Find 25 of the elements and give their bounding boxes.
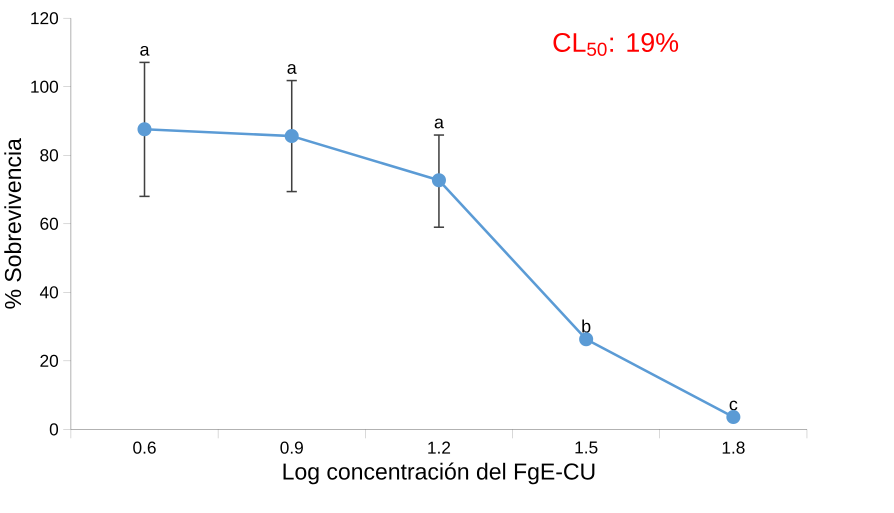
point: [137, 122, 152, 136]
y-tick-label: 0: [50, 423, 58, 436]
annotation: a: [288, 64, 297, 74]
annotation: b: [582, 320, 590, 333]
point: [284, 129, 299, 144]
y-tick-label: 20: [40, 354, 58, 368]
annotation: a: [140, 46, 150, 56]
x-tick-label: 1.5: [575, 442, 598, 454]
point: [579, 332, 594, 346]
point: [432, 173, 446, 188]
annotation: c: [730, 400, 738, 411]
x-tick-label: 0.9: [280, 442, 303, 454]
x-axis-title: Log concentración del FgE-CU: [284, 462, 594, 484]
x-tick-label: 1.8: [722, 442, 745, 454]
y-tick-label: 40: [40, 286, 58, 299]
x-tick-label: 0.6: [133, 442, 156, 454]
y-axis-title: % Sobrevivencia: [4, 138, 22, 309]
y-tick-label: 100: [31, 80, 58, 93]
point: [726, 410, 740, 424]
y-tick-label: 80: [40, 149, 58, 162]
y-tick-label: 120: [31, 12, 58, 24]
x-tick-label: 1.2: [428, 442, 450, 454]
annotation: CL$_{50}$: 19%: [553, 33, 678, 56]
y-tick-label: 60: [40, 218, 58, 230]
annotation: a: [434, 118, 444, 129]
